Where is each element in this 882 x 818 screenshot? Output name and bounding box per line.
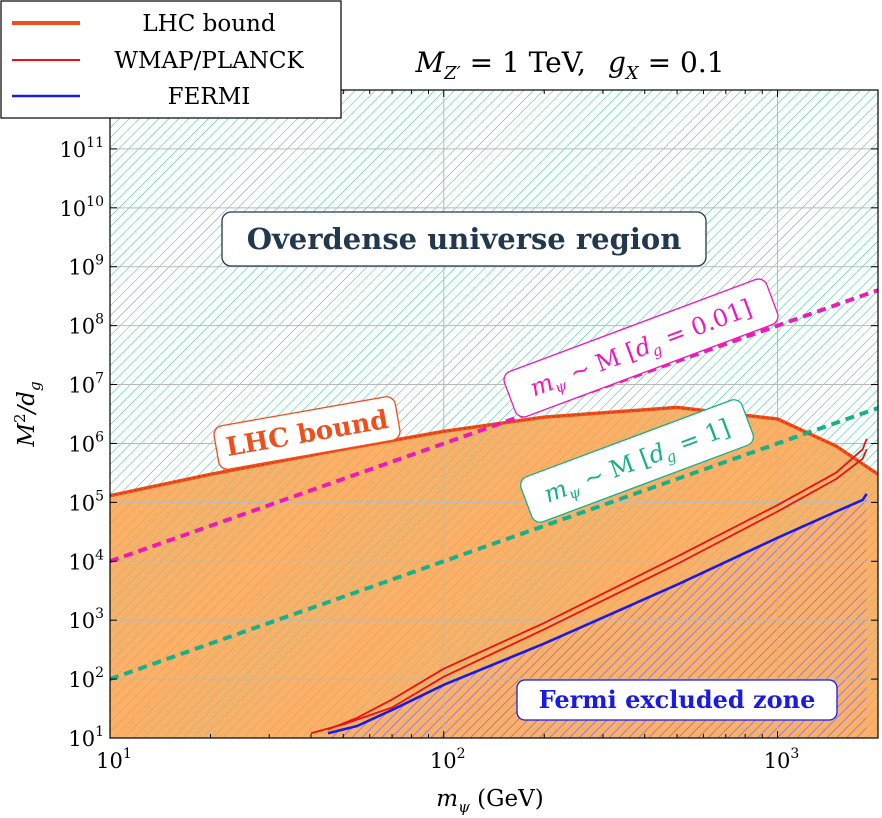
y-tick-label-5: 106 <box>68 429 104 456</box>
legend-label-lhc: LHC bound <box>142 11 275 37</box>
y-tick-label-2: 103 <box>68 606 104 633</box>
y-tick-label-9: 1010 <box>59 194 104 221</box>
y-axis-label: M2/dg <box>11 381 44 447</box>
tick-marks <box>109 90 879 739</box>
region-fills <box>110 90 878 738</box>
y-tick-label-0: 101 <box>68 724 104 751</box>
y-tick-label-7: 108 <box>68 312 104 339</box>
x-tick-label-2: 103 <box>764 746 800 773</box>
y-tick-label-3: 104 <box>68 547 104 574</box>
annotation-fermi-zone: Fermi excluded zone <box>516 679 838 721</box>
series-lines <box>110 288 878 735</box>
chart-title: MZ′ = 1 TeV, gX = 0.1 <box>414 46 724 84</box>
y-tick-label-4: 105 <box>68 488 104 515</box>
x-tick-label-0: 101 <box>96 746 132 773</box>
y-tick-label-6: 107 <box>68 371 104 398</box>
legend: LHC bound WMAP/PLANCK FERMI <box>0 0 342 119</box>
y-tick-label-10: 1011 <box>59 135 104 162</box>
series-line-4 <box>110 288 878 564</box>
legend-label-wmap: WMAP/PLANCK <box>114 48 304 74</box>
series-line-5 <box>110 406 878 681</box>
svg-text:Overdense universe region: Overdense universe region <box>247 222 682 256</box>
series-line-2 <box>310 448 868 735</box>
y-tick-label-1: 102 <box>68 665 104 692</box>
annotation-overdense: Overdense universe region <box>221 211 707 267</box>
plot-frame <box>109 89 879 739</box>
series-line-3 <box>327 493 868 735</box>
legend-label-fermi: FERMI <box>168 84 251 110</box>
tick-labels: 101 102 103 101 102 103 104 105 106 107 108 109 1010… <box>59 135 799 773</box>
lhc-line-overlay <box>110 406 878 497</box>
y-tick-label-8: 109 <box>68 253 104 280</box>
x-axis-label: mψ (GeV) <box>436 786 543 816</box>
svg-text:Fermi excluded zone: Fermi excluded zone <box>539 685 816 714</box>
overdense-region-fill <box>110 90 878 496</box>
series-line-1 <box>327 438 868 731</box>
fermi-excluded-region-fill <box>328 493 867 738</box>
x-tick-label-1: 102 <box>430 746 466 773</box>
